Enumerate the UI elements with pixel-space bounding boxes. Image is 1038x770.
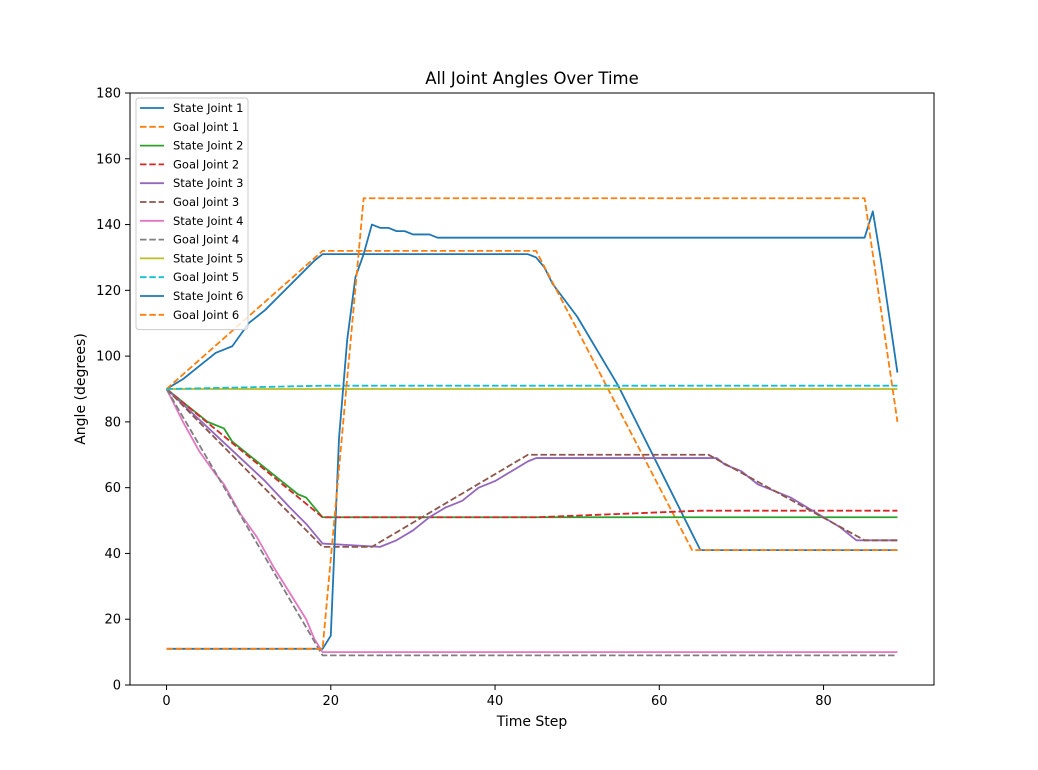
- y-tick-label: 80: [104, 415, 121, 430]
- legend-label-goal-joint-3: Goal Joint 3: [173, 195, 239, 209]
- series-line-state-joint-1: [166, 253, 898, 552]
- series-line-goal-joint-2: [165, 388, 898, 519]
- x-tick-label: 0: [162, 694, 170, 709]
- y-axis-label: Angle (degrees): [73, 333, 89, 445]
- y-tick-label: 160: [96, 152, 121, 167]
- legend-label-state-joint-4: State Joint 4: [173, 214, 244, 228]
- y-tick-label: 140: [96, 218, 121, 233]
- legend: State Joint 1 Goal Joint 1 State Joint 2 Go…: [135, 97, 249, 331]
- x-axis: 0 20 40 60 80: [162, 685, 832, 709]
- y-tick-label: 100: [96, 350, 121, 365]
- legend-label-goal-joint-2: Goal Joint 2: [173, 157, 239, 171]
- legend-label-state-joint-5: State Joint 5: [173, 251, 244, 265]
- series-line-goal-joint-3: [165, 388, 898, 548]
- series-line-goal-joint-5: [166, 384, 898, 390]
- x-axis-label: Time Step: [496, 714, 568, 730]
- legend-label-goal-joint-6: Goal Joint 6: [173, 308, 239, 322]
- series-line-state-joint-3: [165, 388, 898, 548]
- y-tick-label: 120: [96, 284, 121, 299]
- series-line-state-joint-6: [166, 210, 899, 650]
- legend-label-goal-joint-5: Goal Joint 5: [173, 270, 239, 284]
- series-line-state-joint-4: [165, 388, 898, 654]
- y-tick-label: 60: [104, 481, 121, 496]
- legend-box: [135, 97, 249, 331]
- plot-frame: [129, 92, 935, 686]
- legend-label-state-joint-2: State Joint 2: [173, 139, 244, 153]
- chart-title: All Joint Angles Over Time: [425, 69, 639, 88]
- y-tick-label: 180: [96, 87, 121, 102]
- legend-label-state-joint-3: State Joint 3: [173, 176, 244, 190]
- y-axis: 0 20 40 60 80 100 120 140 160 180: [96, 87, 130, 694]
- legend-label-goal-joint-4: Goal Joint 4: [173, 233, 239, 247]
- legend-label-state-joint-1: State Joint 1: [173, 101, 244, 115]
- x-tick-label: 80: [815, 694, 832, 709]
- series-line-goal-joint-1: [165, 249, 898, 552]
- x-tick-label: 20: [323, 694, 340, 709]
- legend-label-goal-joint-1: Goal Joint 1: [173, 120, 239, 134]
- x-tick-label: 40: [487, 694, 504, 709]
- legend-label-state-joint-6: State Joint 6: [173, 289, 244, 303]
- x-tick-label: 60: [651, 694, 668, 709]
- y-tick-label: 0: [113, 679, 121, 694]
- series-layer: [165, 197, 899, 657]
- series-line-state-joint-2: [165, 388, 898, 519]
- y-tick-label: 40: [104, 547, 121, 562]
- series-line-goal-joint-6: [166, 197, 899, 650]
- y-tick-label: 20: [104, 613, 121, 628]
- series-line-goal-joint-4: [165, 388, 898, 657]
